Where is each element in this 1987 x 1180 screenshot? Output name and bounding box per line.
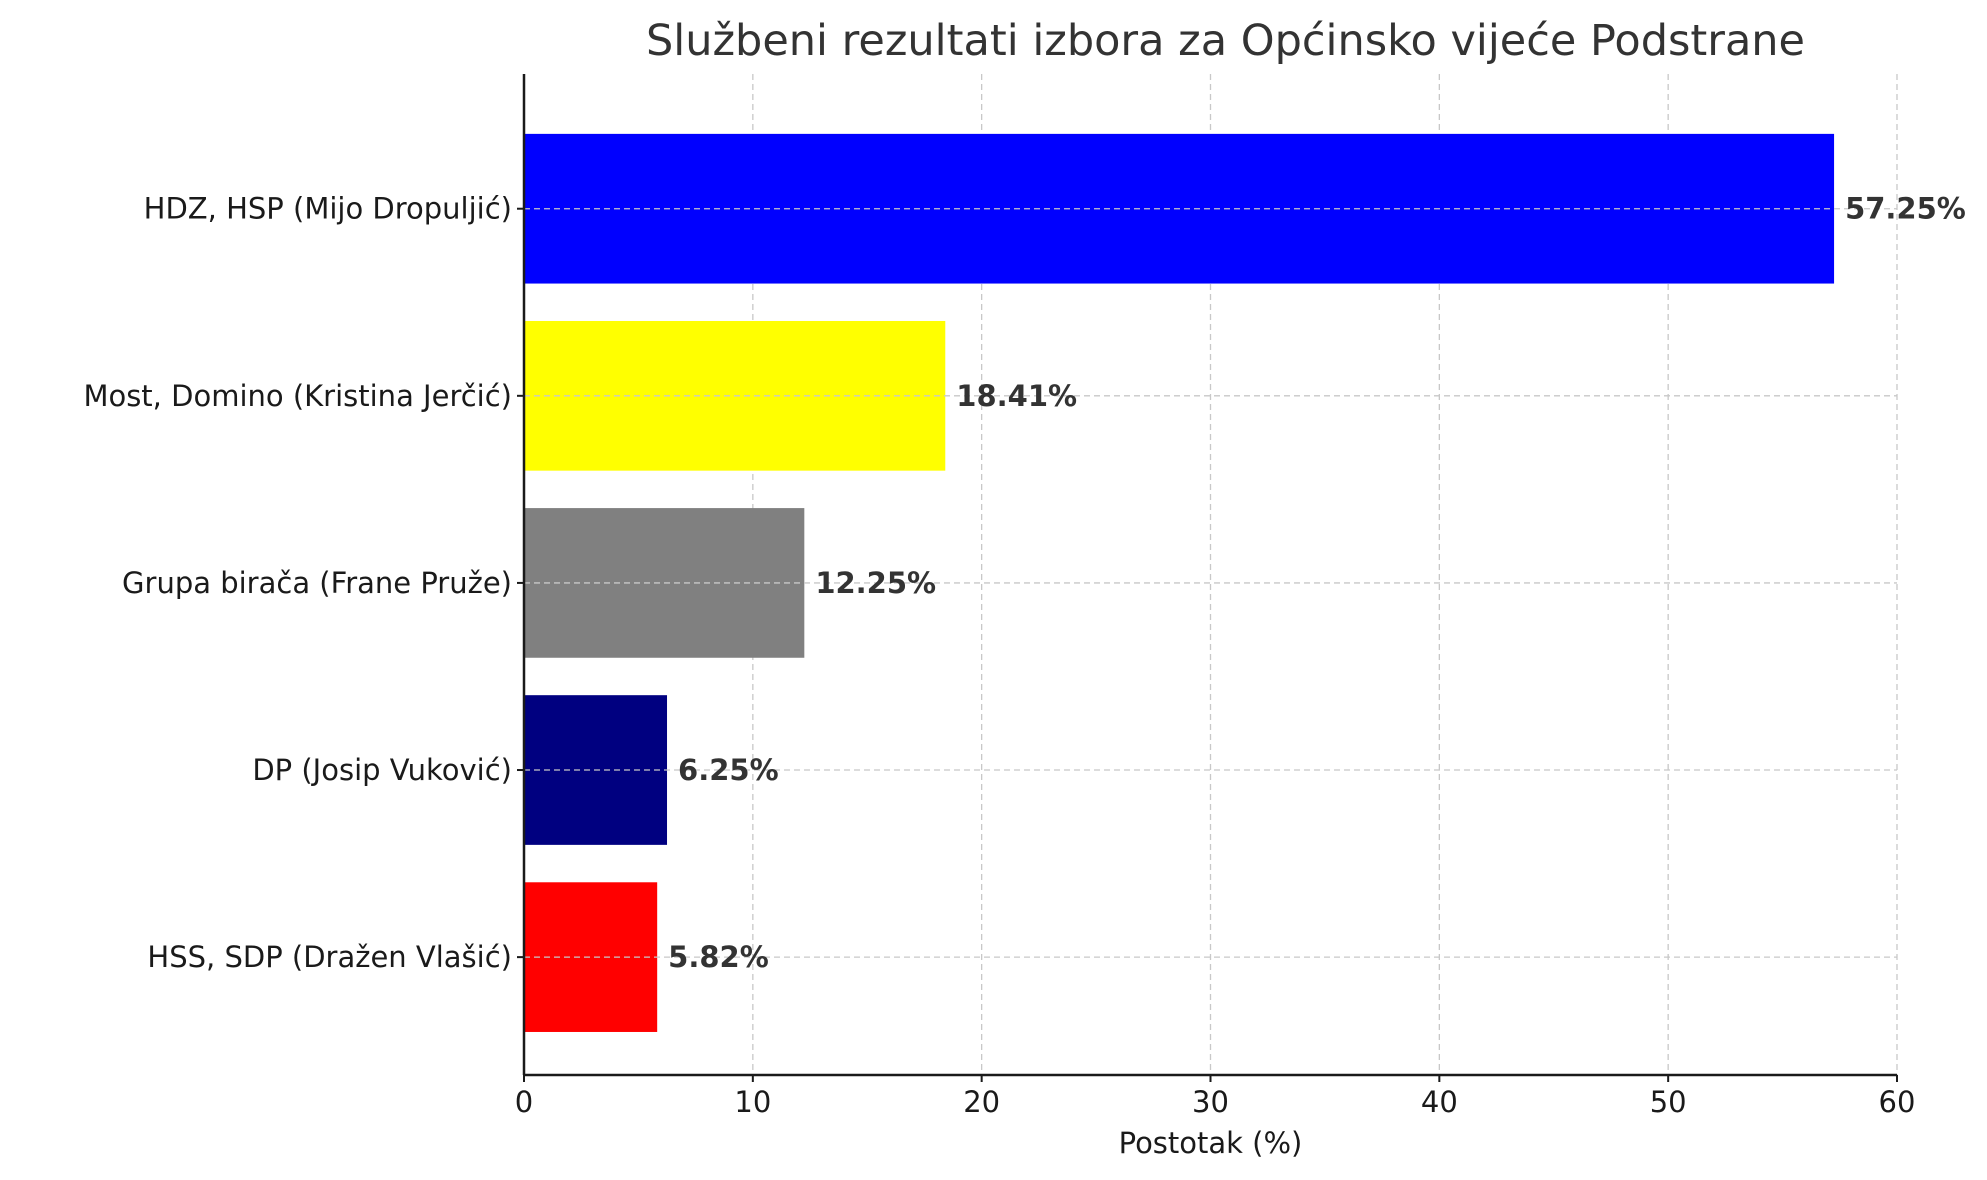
value-label-2: 12.25% bbox=[815, 566, 936, 600]
x-tick-label-5: 50 bbox=[1650, 1085, 1687, 1119]
x-tick-label-6: 60 bbox=[1879, 1085, 1916, 1119]
value-label-3: 6.25% bbox=[678, 753, 779, 787]
category-label-1: Most, Domino (Kristina Jerčić) bbox=[83, 379, 512, 413]
category-label-3: DP (Josip Vuković) bbox=[252, 753, 512, 787]
x-tick-label-1: 10 bbox=[734, 1085, 771, 1119]
bars bbox=[524, 133, 1897, 1032]
x-axis-label: Postotak (%) bbox=[1119, 1126, 1303, 1160]
value-label-0: 57.25% bbox=[1845, 192, 1966, 226]
category-label-0: HDZ, HSP (Mijo Dropuljić) bbox=[144, 192, 512, 226]
category-label-4: HSS, SDP (Dražen Vlašić) bbox=[147, 940, 512, 974]
x-tick-label-0: 0 bbox=[515, 1085, 533, 1119]
chart-title: Službeni rezultati izbora za Općinsko vi… bbox=[646, 16, 1805, 66]
axes bbox=[517, 74, 1898, 1082]
x-tick-label-3: 30 bbox=[1192, 1085, 1229, 1119]
labels: 57.25% HDZ, HSP (Mijo Dropuljić) 18.41% Mos… bbox=[83, 192, 1965, 1119]
value-label-1: 18.41% bbox=[956, 379, 1077, 413]
x-tick-label-4: 40 bbox=[1421, 1085, 1458, 1119]
x-tick-label-2: 20 bbox=[963, 1085, 1000, 1119]
category-label-2: Grupa birača (Frane Pruže) bbox=[122, 566, 512, 600]
value-label-4: 5.82% bbox=[668, 940, 769, 974]
